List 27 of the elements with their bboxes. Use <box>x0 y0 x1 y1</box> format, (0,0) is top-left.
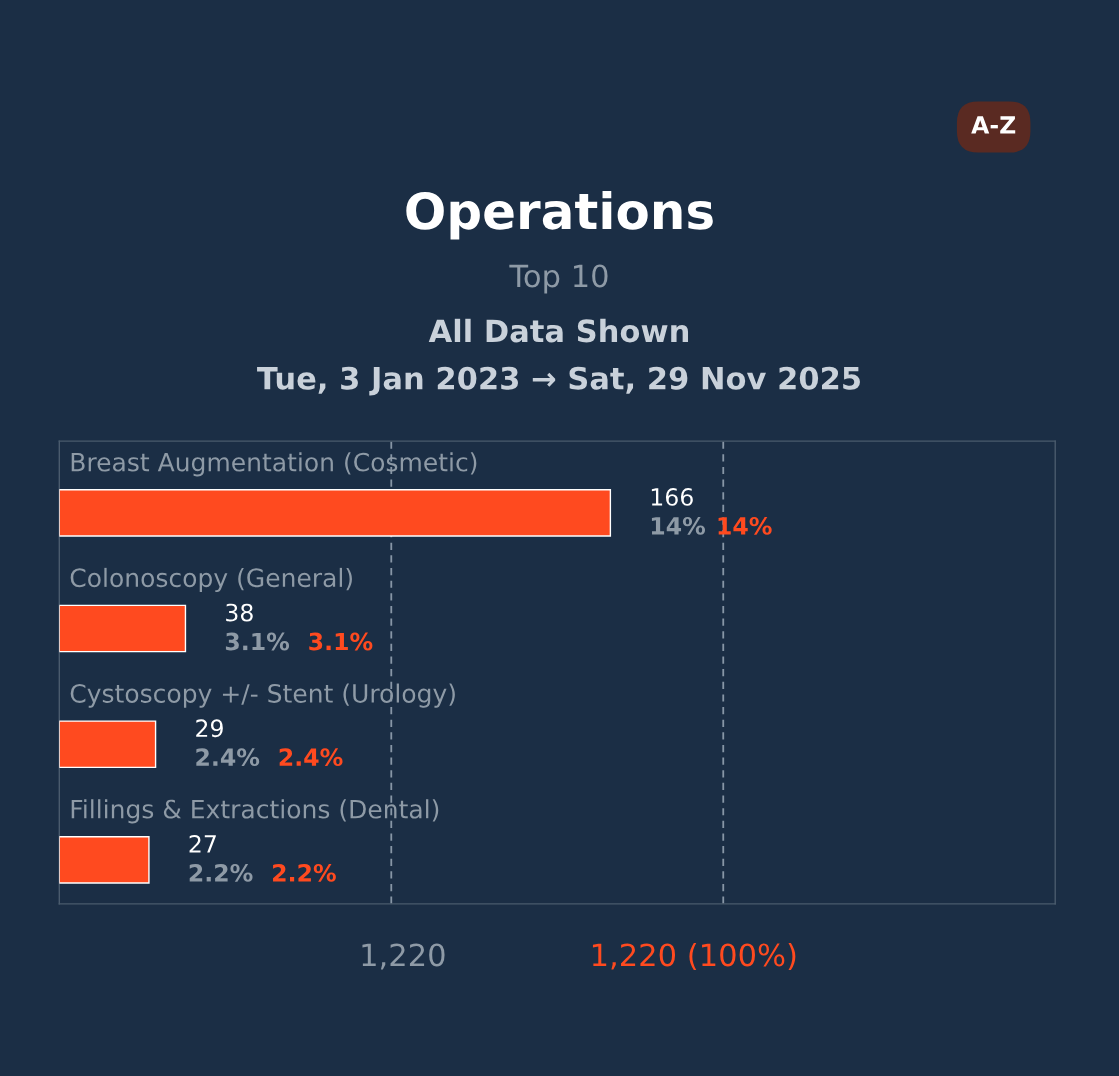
annotation: 2.4% <box>196 748 260 767</box>
chart-subtitle: Top 10 <box>509 264 608 294</box>
annotation: 3.1% <box>309 632 373 651</box>
chart-title: Operations <box>406 191 713 240</box>
text: A-Z <box>971 116 1016 134</box>
data-label: 27 <box>189 835 216 853</box>
annotation: 2.2% <box>189 863 253 882</box>
bar <box>59 604 187 653</box>
data-label: 166 <box>651 487 693 506</box>
annotation: 2.2% <box>273 863 336 882</box>
y-tick-label: Fillings & Extractions (Dental) <box>71 799 439 824</box>
bar <box>59 489 612 537</box>
text: 1,220 <box>362 943 445 970</box>
text: All Data Shown <box>428 318 689 343</box>
bar <box>59 836 150 884</box>
text: 1,220 (100%) <box>592 942 796 971</box>
data-label: 29 <box>196 719 223 738</box>
annotation: 2.4% <box>279 748 343 767</box>
text: Tue, 3 Jan 2023 → Sat, 29 Nov 2025 <box>257 366 860 396</box>
annotation: 3.1% <box>225 632 290 651</box>
bar <box>59 720 157 769</box>
y-tick-label: Breast Augmentation (Cosmetic) <box>71 452 477 477</box>
annotation: 14% <box>651 516 706 535</box>
annotation: 14% <box>718 516 772 535</box>
y-tick-label: Cystoscopy +/- Stent (Urology) <box>70 683 455 708</box>
data-label: 38 <box>226 603 253 622</box>
y-tick-label: Colonoscopy (General) <box>70 567 352 593</box>
